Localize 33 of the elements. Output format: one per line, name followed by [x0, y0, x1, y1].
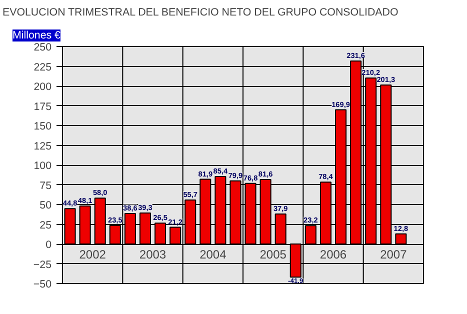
y-tick-label: 75 — [40, 180, 52, 192]
y-tick-label: 0 — [46, 239, 52, 251]
y-tick-label: 125 — [34, 140, 52, 152]
y-tick-label: 50 — [40, 200, 52, 212]
y-axis-title: Millones € — [12, 30, 61, 42]
y-tick-label: 150 — [34, 120, 52, 132]
y-tick-label: 225 — [34, 61, 52, 74]
y-tick-label: 200 — [34, 81, 52, 93]
y-tick-label: 250 — [34, 42, 52, 54]
bar — [214, 176, 226, 244]
y-tick-label: 100 — [34, 160, 52, 172]
bar — [139, 212, 151, 244]
annotation: 2002 — [79, 247, 106, 262]
bar — [335, 109, 347, 244]
annotation: 2006 — [320, 247, 347, 262]
chart-title: EVOLUCION TRIMESTRAL DEL BENEFICIO NETO DEL GRUPO CONSOLIDADO — [2, 6, 398, 18]
annotation: 2004 — [200, 247, 227, 262]
bar — [320, 182, 332, 244]
bar — [274, 214, 286, 244]
y-tick-label: −50 — [33, 278, 52, 290]
bar — [154, 222, 166, 244]
annotation: 2007 — [380, 247, 408, 262]
annotation: 2003 — [139, 247, 166, 262]
y-tick-label: −25 — [33, 258, 52, 271]
y-tick-label: 25 — [40, 219, 52, 232]
bar — [380, 84, 392, 244]
bar — [200, 178, 212, 244]
annotation: 2005 — [260, 247, 287, 262]
bar — [395, 233, 407, 244]
bar — [79, 206, 91, 244]
y-tick-label: 175 — [34, 100, 52, 113]
bar — [94, 198, 106, 244]
bar — [260, 179, 272, 244]
